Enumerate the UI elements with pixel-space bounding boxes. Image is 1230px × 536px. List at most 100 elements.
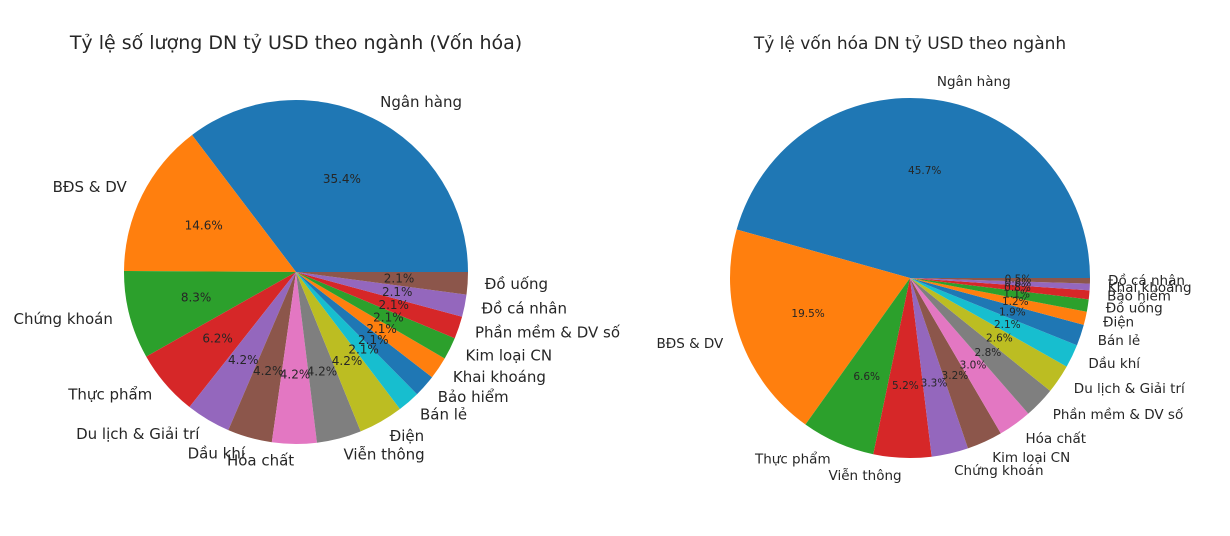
percent-label-dau-khi: 2.1% [994,319,1021,331]
pie-slice-do-uong [910,278,1089,312]
category-label-du-lich-and-giai-tri: Du lịch & Giải trí [76,425,200,443]
pie-slice-phan-mem-and-dv-so [910,278,1051,414]
category-label-kim-loai-cn: Kim loại CN [992,450,1070,466]
percent-label-ban-le: 2.1% [348,342,379,356]
pie-slice-vien-thong [873,278,932,459]
percent-label-do-ca-nhan: 2.1% [382,285,413,299]
category-label-ngan-hang: Ngân hàng [937,74,1011,90]
pie-slice-do-uong [296,272,468,295]
percent-label-do-uong: 1.1% [1003,289,1030,301]
category-label-do-ca-nhan: Đồ cá nhân [482,300,568,318]
percent-label-dau-khi: 4.2% [253,364,284,378]
pie-slice-khai-khoang [910,278,1090,291]
percent-label-ngan-hang: 45.7% [908,165,941,177]
chart-title: Tỷ lệ vốn hóa DN tỷ USD theo ngành [753,33,1066,54]
percent-label-bds-and-dv: 19.5% [791,308,824,320]
percent-label-do-ca-nhan: 0.5% [1005,274,1032,286]
percent-label-thuc-pham: 6.2% [202,332,233,346]
pie-slice-khai-khoang [296,272,445,378]
percent-label-hoa-chat: 4.2% [280,368,311,382]
category-label-bds-and-dv: BĐS & DV [657,336,725,352]
category-label-kim-loai-cn: Kim loại CN [466,347,553,365]
pie-slices [123,99,469,445]
pie-slice-kim-loai-cn [296,272,455,359]
pie-slice-thuc-pham [146,272,296,408]
category-label-vien-thong: Viễn thông [829,467,902,484]
category-label-dien: Điện [1103,314,1134,330]
category-label-phan-mem-and-dv-so: Phần mềm & DV số [475,324,621,342]
pie-slice-phan-mem-and-dv-so [296,272,463,339]
pie-slice-hoa-chat [271,272,317,445]
pie-chart-capitalization-by-sector: Tỷ lệ vốn hóa DN tỷ USD theo ngành Ngân … [657,33,1192,484]
category-label-bds-and-dv: BĐS & DV [53,178,128,196]
pie-slice-do-ca-nhan [910,278,1090,284]
pie-slice-bds-and-dv [124,134,296,272]
category-label-do-uong: Đồ uống [1106,299,1163,316]
percent-label-khai-khoang: 2.1% [366,322,397,336]
category-label-hoa-chat: Hóa chất [1026,431,1087,447]
percent-label-ban-le: 1.9% [999,306,1026,318]
pie-chart-count-by-sector: Tỷ lệ số lượng DN tỷ USD theo ngành (Vốn… [14,32,621,470]
category-label-dien: Điện [390,427,425,445]
percent-label-du-lich-and-giai-tri: 2.6% [986,333,1013,345]
pie-slice-dau-khi [910,278,1077,367]
percent-label-ngan-hang: 35.4% [323,172,361,186]
pie-slice-kim-loai-cn [910,278,1001,449]
pie-slice-thuc-pham [805,278,910,455]
percent-label-khai-khoang: 0.6% [1005,277,1032,289]
percent-labels: 45.7% 19.5% 6.6% 5.2% 3.3%3.2%3.0%2.8% 2.6% 2.… [791,165,1031,392]
category-label-bao-hiem: Bảo hiểm [1107,288,1171,305]
percent-label-kim-loai-cn: 3.2% [942,370,969,382]
percent-label-kim-loai-cn: 2.1% [373,310,404,324]
pie-slice-bao-hiem [910,278,1090,300]
percent-label-do-uong: 2.1% [384,271,415,285]
category-label-dau-khi: Dầu khí [188,445,246,463]
pie-slice-do-ca-nhan [296,272,467,317]
percent-label-phan-mem-and-dv-so: 2.8% [975,347,1002,359]
category-label-phan-mem-and-dv-so: Phần mềm & DV số [1053,406,1184,423]
category-label-thuc-pham: Thực phẩm [67,386,152,404]
pie-slice-du-lich-and-giai-tri [189,272,296,431]
category-label-dau-khi: Dầu khí [1088,356,1141,372]
category-label-ban-le: Bán lẻ [1098,333,1140,349]
pie-slice-ngan-hang [192,99,469,272]
percent-label-bao-hiem: 2.1% [358,333,389,347]
category-label-do-uong: Đồ uống [485,275,548,293]
category-label-ban-le: Bán lẻ [420,405,467,423]
category-label-do-ca-nhan: Đồ cá nhân [1108,272,1185,289]
pie-slice-chung-khoan [910,278,968,457]
pie-slice-ban-le [296,272,418,410]
percent-labels: 35.4%14.6%8.3%6.2%4.2%4.2%4.2%4.2%4.2%2.… [181,172,414,382]
pie-slice-bao-hiem [296,272,433,395]
percent-label-bds-and-dv: 14.6% [185,218,223,232]
category-label-thuc-pham: Thực phẩm [754,450,831,467]
category-label-bao-hiem: Bảo hiểm [438,388,509,406]
category-labels: Ngân hàng BĐS & DV Chứng khoán Thực phẩm Du … [14,93,621,470]
percent-label-thuc-pham: 6.6% [853,371,880,383]
percent-label-chung-khoan: 8.3% [181,290,212,304]
percent-label-bao-hiem: 0.8% [1004,282,1031,294]
pie-slice-ban-le [910,278,1084,346]
category-label-chung-khoan: Chứng khoán [954,463,1043,479]
chart-title: Tỷ lệ số lượng DN tỷ USD theo ngành (Vốn… [69,32,522,54]
percent-label-dien: 1.2% [1002,296,1029,308]
pie-slice-du-lich-and-giai-tri [910,278,1067,391]
pie-slice-dien [296,272,400,432]
percent-label-vien-thong: 5.2% [892,380,919,392]
pie-slice-vien-thong [296,272,361,443]
pie-slice-hoa-chat [910,278,1029,434]
percent-label-hoa-chat: 3.0% [960,360,987,372]
percent-label-chung-khoan: 3.3% [921,377,948,389]
category-label-vien-thong: Viễn thông [344,446,425,464]
category-label-chung-khoan: Chứng khoán [14,310,113,328]
pie-slice-ngan-hang [736,98,1090,279]
percent-label-phan-mem-and-dv-so: 2.1% [378,298,409,312]
category-label-du-lich-and-giai-tri: Du lịch & Giải trí [1074,381,1186,397]
percent-label-du-lich-and-giai-tri: 4.2% [228,353,259,367]
category-label-hoa-chat: Hóa chất [227,452,294,470]
pie-slice-dien [910,278,1087,325]
pie-slice-bds-and-dv [730,229,910,425]
pie-slices [730,98,1090,459]
